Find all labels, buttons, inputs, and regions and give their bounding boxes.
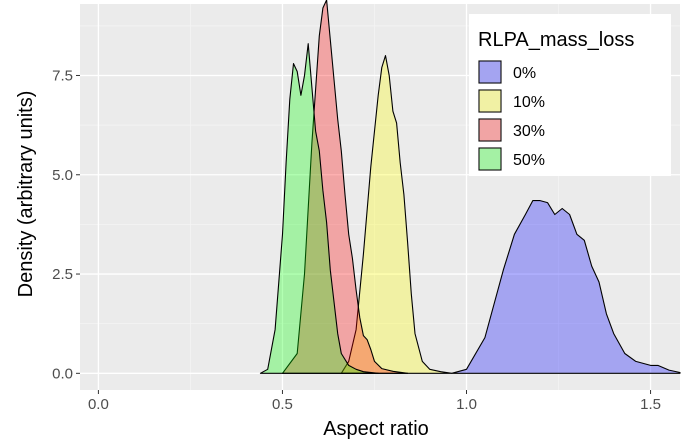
legend-items: 0% 10% 30% 50% bbox=[478, 60, 545, 171]
x-axis-ticks: 0.0 0.5 1.0 1.5 bbox=[88, 390, 661, 413]
legend-background bbox=[469, 14, 671, 176]
y-tick-label: 0.0 bbox=[52, 365, 73, 382]
y-tick-label: 2.5 bbox=[52, 266, 73, 283]
legend-swatch bbox=[478, 60, 502, 84]
x-axis-title: Aspect ratio bbox=[323, 418, 429, 440]
x-tick-label: 0.0 bbox=[88, 396, 109, 413]
legend-swatch bbox=[478, 147, 502, 171]
legend: RLPA_mass_loss 0% 10% 30% 50% bbox=[469, 14, 671, 176]
legend-title: RLPA_mass_loss bbox=[478, 29, 634, 51]
density-series bbox=[259, 0, 681, 374]
density-area-50pct bbox=[259, 43, 379, 374]
legend-label: 10% bbox=[513, 94, 545, 111]
legend-key-background bbox=[478, 118, 502, 142]
x-tick-label: 1.0 bbox=[456, 396, 477, 413]
legend-swatch bbox=[478, 89, 502, 113]
y-axis-ticks: 0.0 2.5 5.0 7.5 bbox=[52, 67, 80, 382]
legend-label: 50% bbox=[513, 152, 545, 169]
y-tick-label: 7.5 bbox=[52, 67, 73, 84]
density-area-30pct bbox=[281, 0, 409, 374]
y-axis-title: Density (arbitrary units) bbox=[15, 91, 37, 298]
legend-label: 0% bbox=[513, 65, 536, 82]
legend-key-background bbox=[478, 89, 502, 113]
x-tick-label: 0.5 bbox=[272, 396, 293, 413]
x-tick-label: 1.5 bbox=[640, 396, 661, 413]
density-area-10pct bbox=[340, 55, 453, 374]
density-area-0pct bbox=[451, 200, 681, 374]
y-tick-label: 5.0 bbox=[52, 167, 73, 184]
legend-key-background bbox=[478, 60, 502, 84]
legend-label: 30% bbox=[513, 123, 545, 140]
legend-key-background bbox=[478, 147, 502, 171]
legend-swatch bbox=[478, 118, 502, 142]
